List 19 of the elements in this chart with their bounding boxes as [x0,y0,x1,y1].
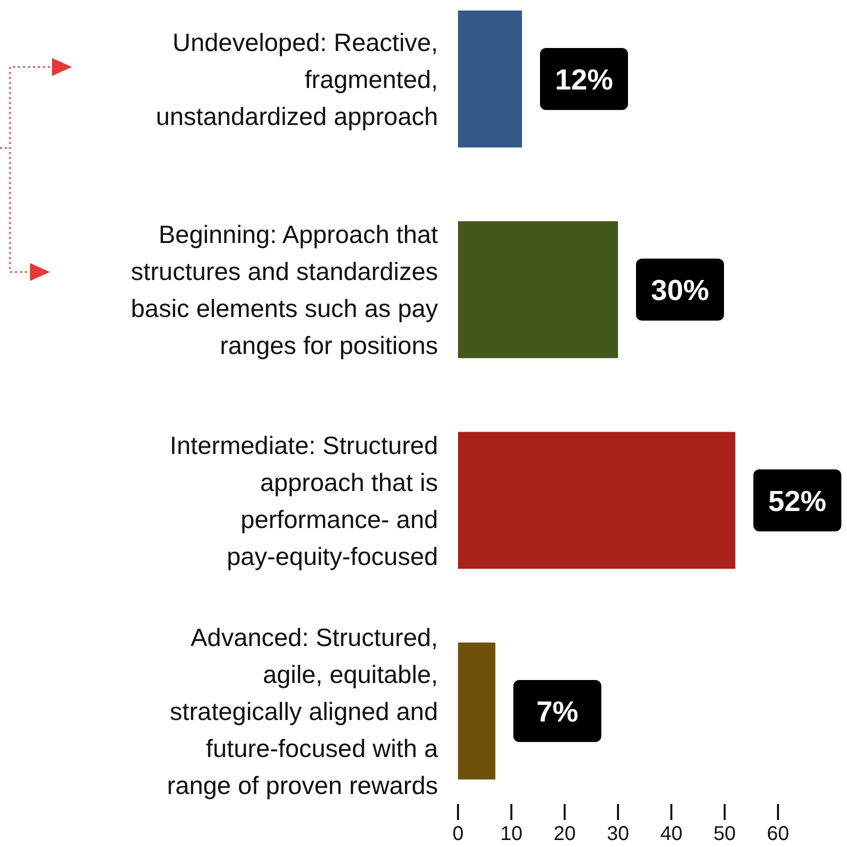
data-label: 12% [554,64,614,96]
bar [458,221,618,358]
y-tick-label: Intermediate: Structured approach that is performance- and pay-equity-focused [170,432,438,571]
data-label: 52% [768,486,827,518]
x-tick-label: 50 [714,823,736,846]
bar [458,10,522,148]
bar [458,432,736,569]
bar [458,642,496,780]
x-tick-label: 40 [660,823,682,846]
y-tick-label: Beginning: Approach that structures and standardizes basic elements such as pay ranges for positions [130,221,438,360]
y-tick-label: Undeveloped: Reactive, fragmented, unstandardized approach [156,29,438,131]
y-tick-label: Advanced: Structured, agile, equitable, strategically aligned and future-focused with a range of proven rewards [167,624,438,800]
x-tick-label: 0 [452,823,464,846]
data-label: 7% [536,696,578,728]
x-tick-label: 10 [500,823,522,846]
x-tick-label: 60 [766,823,790,846]
data-label: 30% [650,275,710,308]
x-tick-label: 30 [606,823,630,846]
x-tick-label: 20 [554,823,576,846]
